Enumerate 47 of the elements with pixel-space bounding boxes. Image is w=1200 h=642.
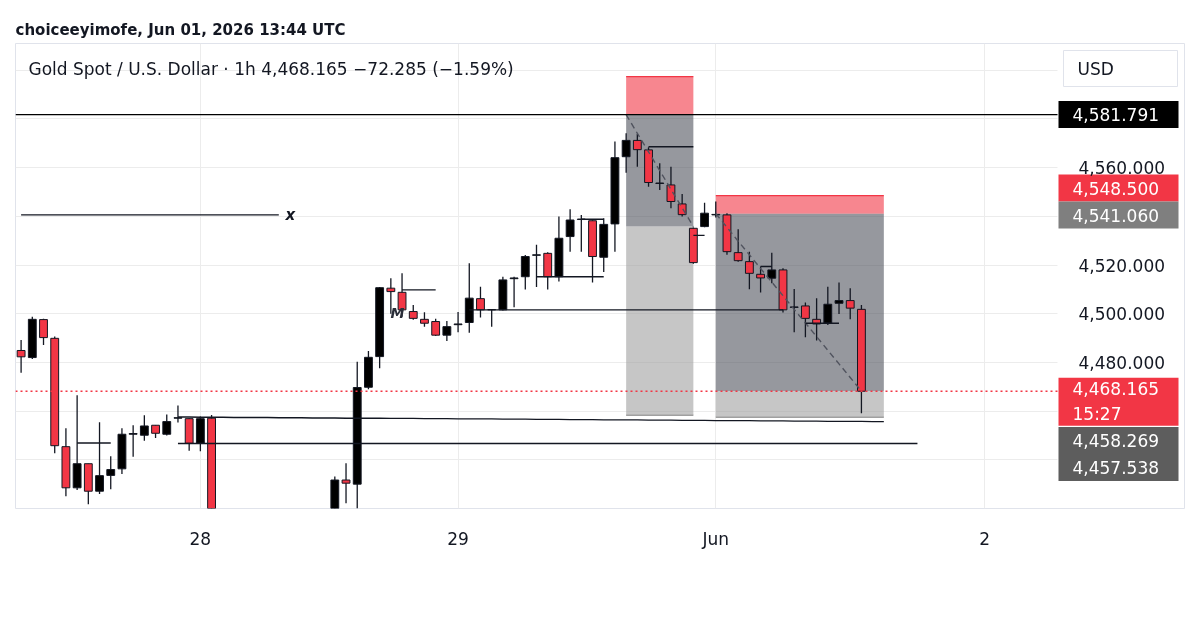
y-tick-label: 4,560.000 [1078,158,1166,179]
text: 4,541.060 [1072,205,1160,226]
candlestick [733,228,743,263]
candlestick [789,288,799,333]
candlestick [509,276,519,308]
candlestick [39,318,48,346]
candlestick [442,320,452,342]
y-tick-label: 4,520.000 [1078,255,1166,276]
y-axis-title: USD [1077,58,1114,79]
candlestick [532,244,541,288]
candlestick [834,281,844,315]
candlestick [655,162,665,191]
candlestick [823,286,833,326]
series-label: x [284,205,297,224]
candlestick [756,265,766,294]
y-tick-label: 4,500.000 [1078,304,1166,325]
candlestick [565,208,575,253]
candlestick [520,254,530,291]
candlestick [700,202,709,228]
x-tick-label: Jun [701,528,730,549]
candlestick [453,311,463,333]
candlestick [621,132,631,174]
candlestick [139,414,149,442]
candlestick [666,166,676,209]
text: 4,457.538 [1072,458,1160,478]
x-tick-label: 2 [979,528,991,549]
candlestick [128,424,138,458]
ref-line-label: 4,581.791 [1072,105,1160,126]
chart-title: choiceeyimofe, Jun 01, 2026 13:44 UTC [15,20,346,39]
candlestick [812,297,822,342]
candlestick [16,339,26,374]
candlestick [632,133,642,168]
x-tick-label: 29 [447,528,469,549]
text: 4,458.269 [1072,431,1160,451]
candlestick [800,301,810,338]
candlestick [744,251,754,290]
candlestick [543,251,553,291]
text: 4,548.500 [1072,178,1160,199]
ref-line-label: 4,468.165 15:27 [1072,379,1160,425]
text: Gold Spot / U.S. Dollar · 1h 4,468.165 −72.285 (−1.59%) [28,58,514,79]
candlestick [106,455,116,490]
candlestick [845,287,855,320]
x-tick-label: 28 [189,528,212,549]
candlestick [341,462,351,504]
y-tick-label: 4,480.000 [1078,352,1166,373]
candlestick [767,251,777,284]
candlestick [677,193,687,218]
